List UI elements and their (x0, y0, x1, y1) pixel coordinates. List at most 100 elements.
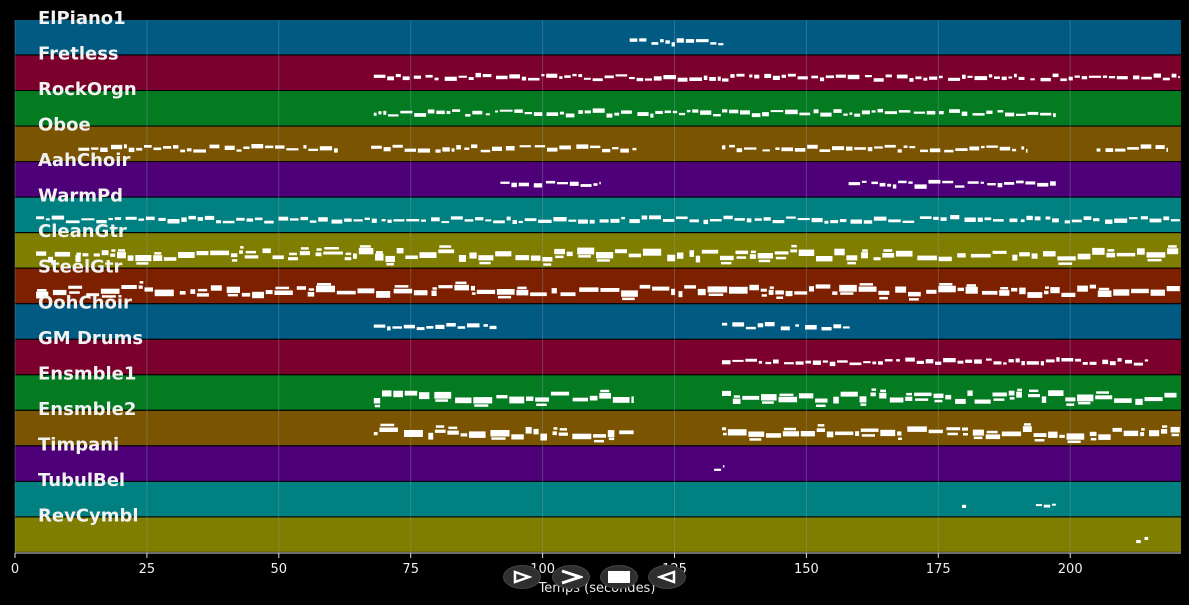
note (660, 39, 664, 43)
note (308, 148, 318, 151)
note (1089, 361, 1097, 365)
note (761, 394, 777, 401)
note (629, 219, 640, 224)
note (492, 146, 502, 151)
note (404, 430, 423, 437)
note (158, 217, 166, 221)
note (345, 252, 352, 256)
note (373, 398, 381, 404)
note (740, 110, 750, 115)
note (915, 398, 929, 401)
note (840, 391, 858, 397)
note (1021, 361, 1025, 366)
note (903, 145, 908, 148)
note (371, 145, 382, 149)
note (241, 292, 251, 297)
note (1026, 215, 1033, 221)
note (610, 218, 620, 223)
note (689, 77, 702, 81)
note (1127, 147, 1139, 150)
note (1140, 216, 1148, 220)
note (700, 110, 712, 115)
note (526, 396, 534, 401)
note (916, 360, 924, 364)
note (578, 255, 591, 258)
note (784, 362, 794, 365)
note (839, 284, 857, 292)
note (578, 74, 583, 78)
note (197, 288, 208, 292)
stop-button[interactable] (600, 565, 638, 589)
note (920, 149, 928, 153)
note (769, 286, 774, 289)
note (766, 433, 782, 438)
note (154, 289, 174, 297)
note (697, 288, 706, 296)
note (376, 251, 383, 254)
note (383, 110, 387, 115)
note (742, 395, 760, 400)
note (847, 261, 856, 265)
note (1043, 504, 1051, 508)
note (1075, 358, 1081, 362)
note (649, 215, 661, 220)
note (773, 359, 779, 364)
note (580, 184, 592, 187)
note (848, 182, 861, 186)
note (1057, 256, 1076, 261)
note (100, 147, 108, 152)
note (829, 361, 836, 367)
rewind-button[interactable] (648, 565, 686, 589)
note (265, 290, 273, 295)
note (722, 322, 728, 326)
note (483, 324, 488, 327)
note (299, 251, 310, 256)
note (584, 110, 591, 114)
note (840, 292, 854, 295)
note (272, 255, 284, 260)
note (1166, 286, 1180, 292)
note (736, 148, 743, 153)
note (364, 217, 370, 220)
note (373, 324, 386, 328)
note (546, 73, 558, 78)
note (787, 73, 796, 77)
note (1033, 433, 1047, 437)
note (833, 109, 842, 113)
note (794, 291, 808, 295)
note (798, 393, 814, 399)
note (1009, 397, 1015, 400)
note (1045, 359, 1055, 363)
note (898, 110, 911, 113)
note (797, 76, 808, 80)
note (926, 110, 936, 115)
note (636, 77, 644, 82)
note (663, 75, 676, 80)
note (939, 111, 944, 115)
note (1141, 76, 1152, 80)
note (973, 436, 983, 440)
note (889, 397, 904, 403)
note (939, 283, 953, 286)
note (884, 111, 897, 115)
note (559, 428, 567, 431)
note (824, 220, 829, 224)
note (128, 147, 135, 153)
note (878, 361, 883, 365)
note (395, 74, 401, 78)
note (897, 149, 902, 153)
note (469, 431, 486, 438)
note (111, 144, 123, 150)
note (419, 252, 437, 258)
note (729, 286, 748, 294)
note (614, 112, 620, 116)
play-button[interactable] (503, 565, 541, 589)
note (938, 256, 952, 262)
note (1026, 148, 1028, 153)
note (1030, 78, 1035, 81)
forward-button[interactable] (552, 565, 590, 589)
note (1048, 431, 1058, 438)
note (939, 75, 943, 79)
note (599, 393, 611, 399)
note (965, 286, 978, 294)
